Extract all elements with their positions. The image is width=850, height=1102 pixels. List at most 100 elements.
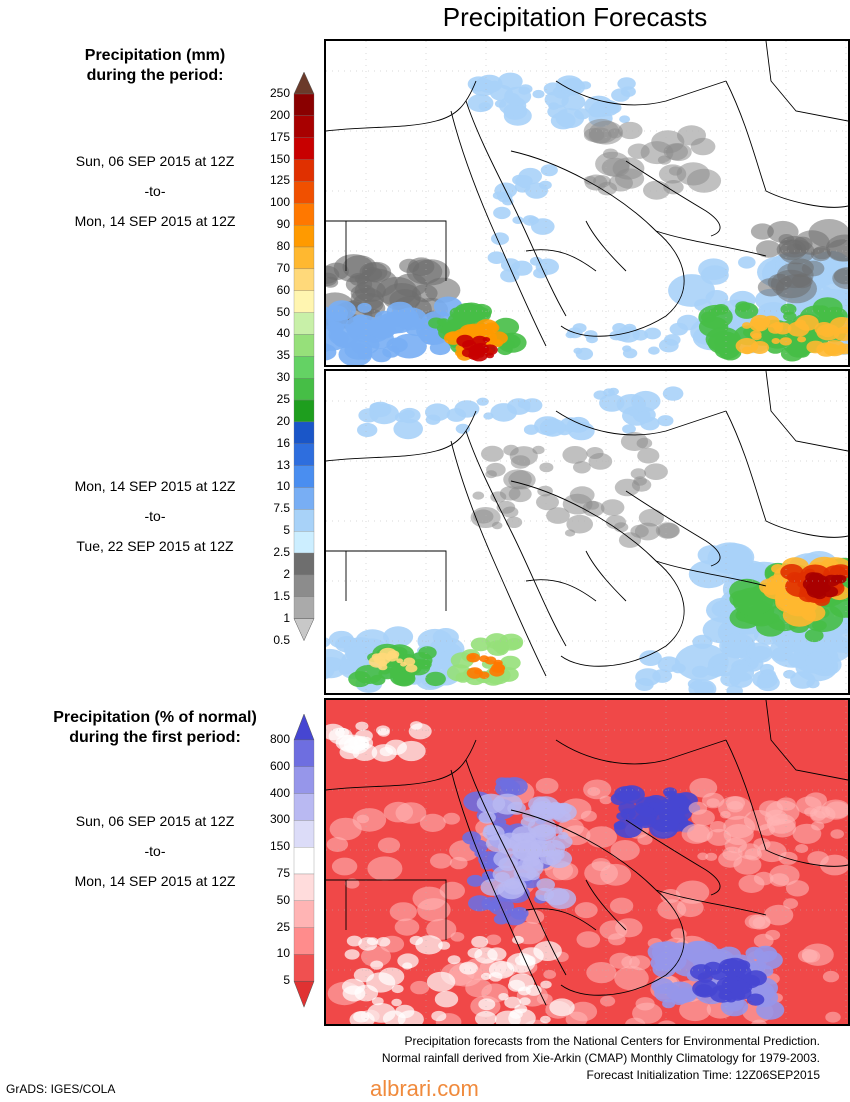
period-2-start: Mon, 14 SEP 2015 at 12Z <box>74 478 236 494</box>
precip-blob <box>776 797 796 811</box>
border-line <box>510 150 685 337</box>
precip-blob <box>681 823 710 844</box>
precip-blob <box>438 318 450 327</box>
colorbar-cell <box>293 93 315 117</box>
precip-mm-colorbar-svg <box>293 71 315 642</box>
precip-blob <box>648 346 660 355</box>
precip-blob <box>688 679 717 693</box>
precip-blob <box>523 424 539 435</box>
colorbar-cell <box>293 820 315 848</box>
footer-notes: Precipitation forecasts from the Nationa… <box>382 1033 820 1084</box>
colorbar-tick-label: 150 <box>269 839 290 854</box>
precip-blob <box>726 980 745 993</box>
colorbar-tick-label: 90 <box>276 217 290 232</box>
precip-blob <box>586 335 598 344</box>
colorbar-cell <box>293 443 315 466</box>
precip-blob <box>472 491 485 500</box>
precip-blob <box>396 740 426 762</box>
precip-blob <box>466 667 483 679</box>
precip-blob <box>657 1020 676 1024</box>
precip-blob <box>425 414 441 425</box>
precip-field <box>326 721 848 1024</box>
precip-blob <box>824 343 841 356</box>
precip-blob <box>776 239 807 261</box>
precip-blob <box>510 455 531 469</box>
precip-blob <box>705 327 741 352</box>
precip-blob <box>499 777 516 789</box>
border-line <box>510 480 685 667</box>
precip-blob <box>353 1011 370 1023</box>
precip-blob <box>627 143 650 159</box>
precip-blob <box>443 812 460 825</box>
border-line <box>326 739 477 791</box>
precip-blob <box>476 397 489 406</box>
colorbar-tick-label: 7.5 <box>273 501 290 516</box>
precip-blob <box>583 118 619 144</box>
grads-credit: GrADS: IGES/COLA <box>6 1082 116 1096</box>
precip-blob <box>804 628 824 643</box>
precip-blob <box>676 898 704 918</box>
precip-blob <box>476 74 503 93</box>
border-line <box>625 819 721 896</box>
precip-blob <box>558 831 569 840</box>
precip-blob <box>573 461 591 474</box>
precip-blob <box>634 522 661 541</box>
precip-blob <box>361 946 391 967</box>
precip-blob <box>613 522 629 533</box>
precip-blob <box>523 855 541 867</box>
precip-blob <box>675 880 710 904</box>
precip-blob <box>478 998 496 1011</box>
precip-blob <box>574 902 598 919</box>
precip-blob <box>543 887 570 906</box>
precip-blob <box>498 993 509 1001</box>
precip-blob <box>508 1008 536 1024</box>
precip-blob <box>470 507 501 528</box>
precip-blob <box>727 801 744 813</box>
border-line <box>510 809 685 996</box>
precip-blob <box>532 89 545 99</box>
precip-blob <box>615 918 643 938</box>
colorbar-tick-label: 600 <box>269 758 290 773</box>
precip-blob <box>346 646 370 664</box>
precip-blob <box>769 873 790 887</box>
precip-blob <box>490 491 507 503</box>
precip-blob <box>465 339 474 346</box>
precip-blob <box>439 881 465 900</box>
precip-blob <box>326 837 349 852</box>
precip-blob <box>797 336 807 343</box>
colorbar-cell <box>293 552 315 576</box>
precip-blob <box>356 814 370 824</box>
precip-blob <box>564 529 576 537</box>
precip-blob <box>639 650 662 666</box>
border-line <box>655 889 767 916</box>
precip-blob <box>474 849 487 858</box>
precip-blob <box>631 478 652 492</box>
precip-blob <box>833 326 848 342</box>
precip-blob <box>600 995 616 1007</box>
precip-blob <box>426 971 456 992</box>
colorbar-cell <box>293 312 315 335</box>
precip-blob <box>483 412 494 420</box>
page-title: Precipitation Forecasts <box>442 2 708 32</box>
precip-blob <box>449 307 467 320</box>
precip-blob <box>497 72 523 90</box>
period-3-sep: -to- <box>144 843 166 859</box>
border-line <box>326 550 447 611</box>
precip-blob <box>383 626 414 648</box>
precip-blob <box>481 445 504 462</box>
precip-blob <box>512 935 524 945</box>
border-line <box>625 490 721 567</box>
precip-blob <box>729 664 755 682</box>
precip-blob <box>355 721 369 731</box>
precip-blob <box>541 839 566 857</box>
border-line <box>765 371 848 452</box>
colorbar-cell <box>293 465 315 488</box>
precip-blob <box>586 447 604 459</box>
colorbar-cell <box>293 181 315 204</box>
precip-blob <box>821 799 848 820</box>
precip-blob <box>744 848 762 861</box>
border-line <box>585 220 627 272</box>
precip-blob <box>679 998 712 1022</box>
precip-blob <box>424 277 461 303</box>
colorbar-tick-label: 25 <box>276 392 290 407</box>
